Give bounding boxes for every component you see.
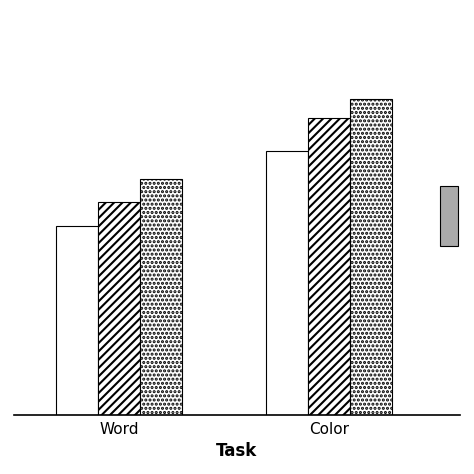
Bar xyxy=(350,99,392,415)
Bar xyxy=(308,118,350,415)
Bar xyxy=(56,226,98,415)
FancyBboxPatch shape xyxy=(440,186,458,246)
Bar xyxy=(266,151,308,415)
X-axis label: Task: Task xyxy=(216,442,258,460)
Bar xyxy=(140,179,182,415)
Bar xyxy=(98,202,140,415)
